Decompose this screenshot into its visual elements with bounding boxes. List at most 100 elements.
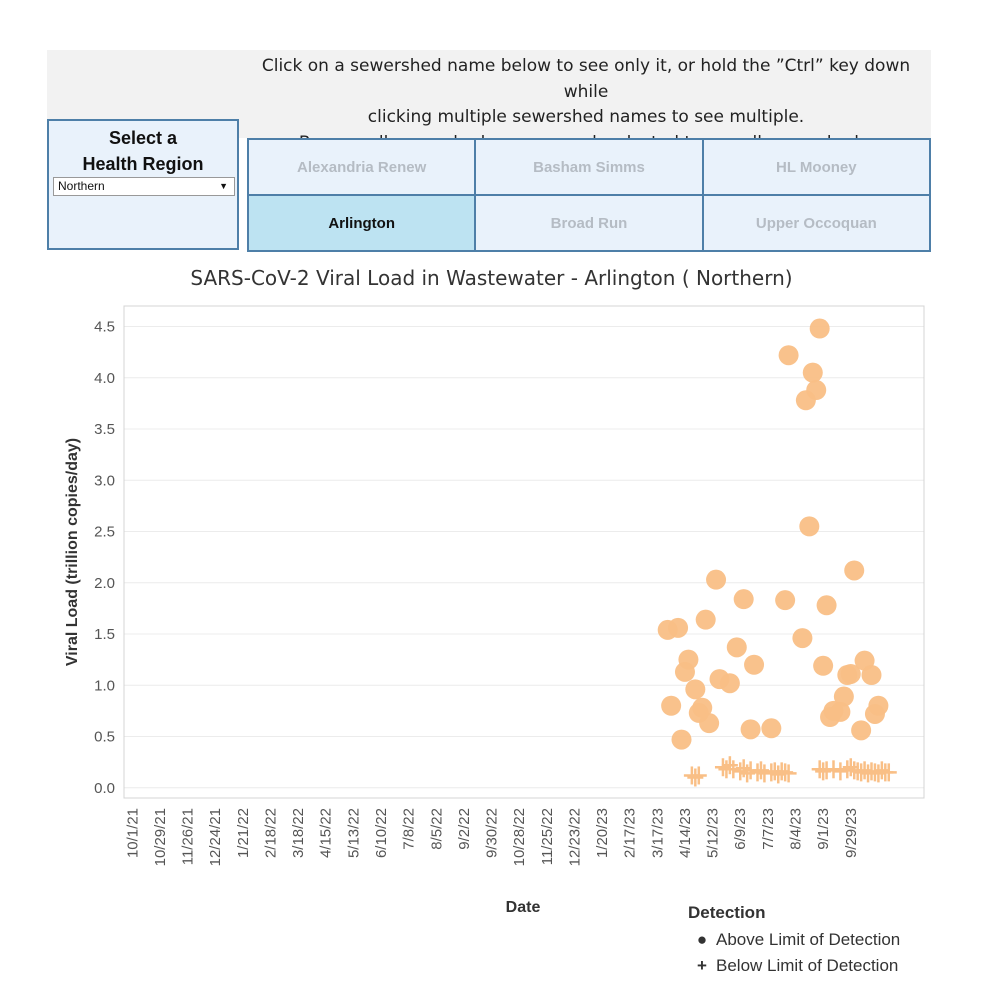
sewershed-button-hl-mooney[interactable]: HL Mooney: [703, 140, 929, 194]
instructions-line-2: clicking multiple sewershed names to see…: [367, 107, 805, 127]
x-tick-label: 1/21/22: [235, 808, 252, 858]
y-tick-label: 0.5: [94, 729, 115, 746]
legend-title: Detection: [688, 903, 766, 922]
x-tick-label: 2/18/22: [262, 808, 279, 858]
x-tick-label: 5/13/22: [345, 808, 362, 858]
point-above-lod: [809, 318, 830, 339]
point-above-lod: [816, 595, 837, 616]
point-above-lod: [661, 695, 682, 716]
sewershed-selector: Alexandria Renew Basham Simms HL Mooney …: [247, 138, 931, 252]
point-above-lod: [761, 718, 782, 739]
data-points: [657, 318, 897, 787]
y-tick-label: 4.0: [94, 370, 115, 387]
y-tick-label: 0.0: [94, 780, 115, 797]
sewershed-button-arlington[interactable]: Arlington: [249, 196, 475, 250]
x-tick-label: 9/2/22: [456, 808, 473, 850]
point-below-lod: [880, 763, 897, 782]
x-tick-label: 10/1/21: [124, 808, 141, 858]
plus-icon: +: [697, 956, 707, 975]
point-above-lod: [744, 654, 765, 675]
x-tick-label: 8/5/22: [428, 808, 445, 850]
point-above-lod: [844, 560, 865, 581]
x-tick-label: 2/17/23: [622, 808, 639, 858]
health-region-title: Select a Health Region: [49, 125, 237, 177]
circle-icon: ●: [696, 930, 708, 949]
point-below-lod: [714, 758, 731, 777]
y-tick-label: 2.0: [94, 575, 115, 592]
y-tick-label: 3.0: [94, 472, 115, 489]
x-tick-label: 5/12/23: [705, 808, 722, 858]
point-above-lod: [671, 729, 692, 750]
x-tick-label: 9/29/23: [843, 808, 860, 858]
point-above-lod: [851, 720, 872, 741]
point-above-lod: [792, 628, 813, 649]
health-region-filter: Select a Health Region Northern ▼: [47, 119, 239, 250]
point-above-lod: [719, 673, 740, 694]
point-above-lod: [775, 590, 796, 611]
y-tick-label: 2.5: [94, 524, 115, 541]
x-tick-label: 10/29/21: [152, 808, 169, 866]
point-below-lod: [825, 760, 842, 779]
x-tick-label: 12/23/22: [566, 808, 583, 866]
sewershed-button-broad-run[interactable]: Broad Run: [476, 196, 702, 250]
point-above-lod: [799, 516, 820, 537]
y-tick-label: 1.0: [94, 677, 115, 694]
x-tick-label: 6/9/23: [732, 808, 749, 850]
point-above-lod: [668, 617, 689, 638]
x-tick-label: 7/8/22: [401, 808, 418, 850]
plot-area-border: [123, 305, 925, 799]
point-above-lod: [699, 713, 720, 734]
x-tick-label: 7/7/23: [760, 808, 777, 850]
instructions-line-1: Click on a sewershed name below to see o…: [261, 56, 911, 102]
point-below-lod: [721, 756, 738, 775]
x-tick-label: 4/15/22: [318, 808, 335, 858]
point-below-lod: [690, 766, 707, 785]
point-above-lod: [830, 701, 851, 722]
x-tick-label: 3/18/22: [290, 808, 307, 858]
sewershed-button-alexandria-renew[interactable]: Alexandria Renew: [249, 140, 475, 194]
point-above-lod: [685, 679, 706, 700]
point-above-lod: [806, 380, 827, 401]
point-above-lod: [833, 686, 854, 707]
y-axis-label: Viral Load (trillion copies/day): [64, 438, 81, 666]
chevron-down-icon: ▼: [219, 181, 228, 191]
point-above-lod: [813, 655, 834, 676]
x-tick-label: 9/30/22: [484, 808, 501, 858]
point-above-lod: [802, 362, 823, 383]
sewershed-button-upper-occoquan[interactable]: Upper Occoquan: [703, 196, 929, 250]
point-above-lod: [740, 719, 761, 740]
point-above-lod: [692, 697, 713, 718]
point-above-lod: [733, 589, 754, 610]
x-tick-label: 4/14/23: [677, 808, 694, 858]
point-above-lod: [868, 695, 889, 716]
point-below-lod: [873, 761, 890, 780]
point-above-lod: [840, 663, 861, 684]
legend-item-below[interactable]: + Below Limit of Detection: [694, 956, 898, 976]
health-region-dropdown[interactable]: Northern ▼: [53, 177, 235, 196]
point-below-lod: [832, 762, 849, 781]
legend-item-above[interactable]: ● Above Limit of Detection: [694, 930, 900, 950]
x-tick-label: 9/1/23: [815, 808, 832, 850]
point-above-lod: [706, 569, 727, 590]
point-below-lod: [752, 761, 769, 780]
point-below-lod: [842, 758, 859, 777]
x-tick-label: 6/10/22: [373, 808, 390, 858]
legend-label-below: Below Limit of Detection: [716, 956, 899, 975]
point-below-lod: [780, 764, 797, 783]
point-above-lod: [778, 345, 799, 366]
point-above-lod: [695, 609, 716, 630]
gridlines: [124, 326, 924, 789]
x-axis-ticks: 10/1/21 10/29/21 11/26/21 12/24/21 1/21/22 2/…: [124, 808, 859, 866]
x-axis-label: Date: [506, 899, 541, 916]
legend-label-above: Above Limit of Detection: [716, 930, 901, 949]
x-tick-label: 11/26/21: [180, 808, 197, 865]
y-tick-label: 1.5: [94, 626, 115, 643]
health-region-selected-value: Northern: [58, 179, 105, 193]
y-tick-label: 4.5: [94, 319, 115, 336]
y-tick-label: 3.5: [94, 421, 115, 438]
sewershed-button-basham-simms[interactable]: Basham Simms: [476, 140, 702, 194]
point-below-lod: [687, 768, 704, 787]
x-tick-label: 11/25/22: [539, 808, 556, 865]
x-tick-label: 10/28/22: [511, 808, 528, 866]
